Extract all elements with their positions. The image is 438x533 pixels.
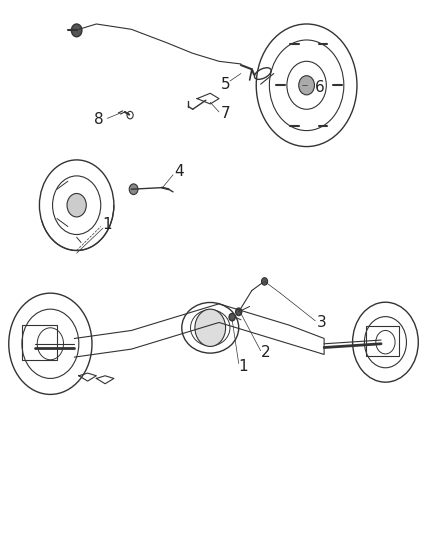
Text: 7: 7 [221, 106, 230, 121]
Circle shape [229, 313, 235, 321]
Circle shape [71, 24, 82, 37]
Text: 3: 3 [317, 315, 327, 330]
Text: 2: 2 [261, 345, 271, 360]
Circle shape [129, 184, 138, 195]
Text: 5: 5 [221, 77, 230, 92]
Text: 1: 1 [102, 217, 112, 232]
Text: 4: 4 [174, 164, 184, 179]
Circle shape [299, 76, 314, 95]
Circle shape [67, 193, 86, 217]
Circle shape [236, 308, 242, 316]
Text: 6: 6 [315, 80, 325, 95]
Circle shape [261, 278, 268, 285]
Text: 8: 8 [94, 112, 103, 127]
Circle shape [195, 309, 226, 346]
Text: 1: 1 [238, 359, 248, 374]
